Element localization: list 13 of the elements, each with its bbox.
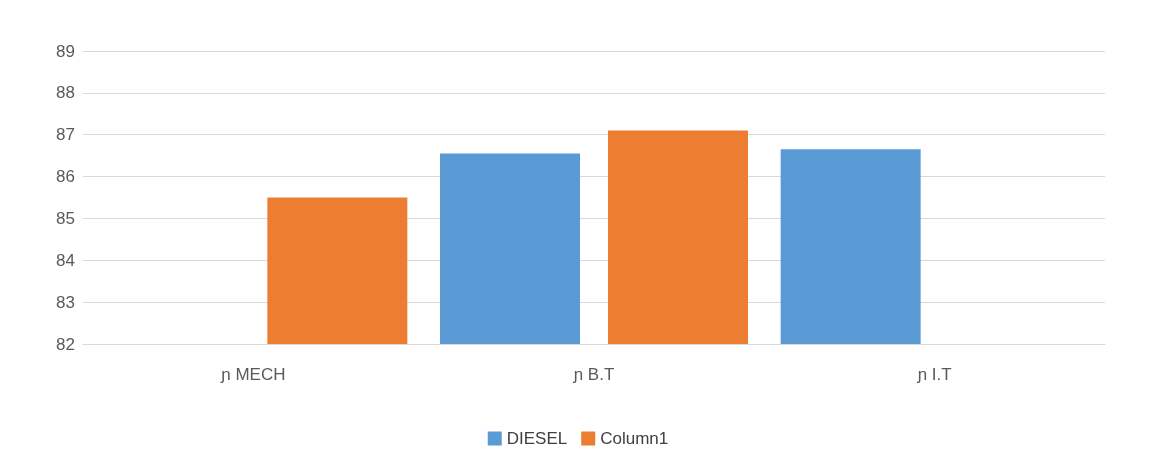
x-tick-label: ɲ I.T [916, 365, 952, 384]
y-tick-label: 84 [56, 250, 75, 270]
legend-label: Column1 [600, 429, 669, 448]
y-tick-label: 87 [56, 125, 75, 145]
y-tick-label: 83 [56, 292, 75, 312]
y-tick-label: 86 [56, 167, 75, 187]
y-tick-label: 82 [56, 334, 75, 354]
y-tick-label: 88 [56, 83, 75, 103]
y-tick-label: 85 [56, 208, 75, 228]
x-tick-label: ɲ MECH [220, 365, 286, 384]
legend-label: DIESEL [506, 429, 568, 448]
x-tick-label: ɲ B.T [572, 365, 615, 384]
y-tick-label: 89 [56, 41, 75, 61]
